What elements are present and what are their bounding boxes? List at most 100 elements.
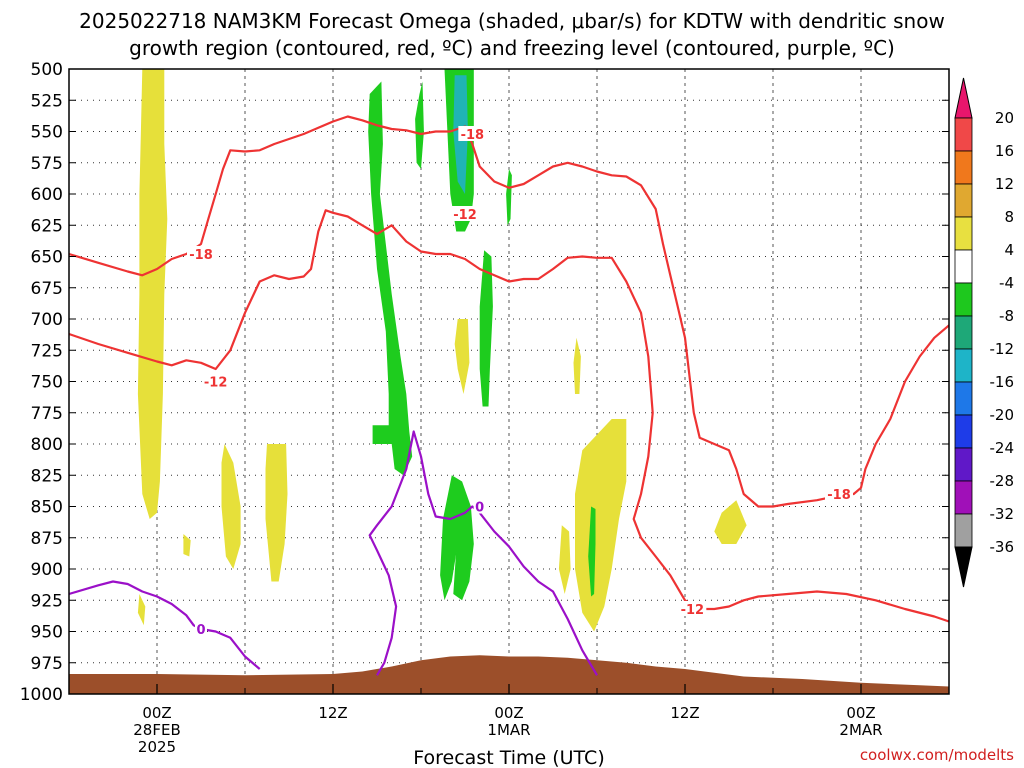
- y-tick-label: 875: [31, 529, 63, 549]
- freezing-contour-line: [368, 430, 598, 676]
- omega-region-pos-omega: [183, 534, 191, 557]
- y-tick-label: 725: [31, 341, 63, 361]
- y-tick-label: 775: [31, 404, 63, 424]
- chart-title: 2025022718 NAM3KM Forecast Omega (shaded…: [79, 9, 945, 60]
- colorbar-segment: [954, 117, 973, 152]
- y-axis: 500 525 550 575 600 625 650 675 700 725 750 775 800 8…: [20, 60, 949, 705]
- omega-shading: [137, 69, 747, 632]
- y-tick-label: 925: [31, 591, 63, 611]
- colorbar-label: 12: [995, 175, 1014, 193]
- colorbar-label: -16: [990, 373, 1015, 391]
- colorbar-label: 8: [1004, 208, 1014, 226]
- dgz-contour-label-bg: [458, 126, 487, 141]
- omega-region-pos-omega: [558, 525, 571, 594]
- x-tick-label: 2MAR: [839, 721, 882, 739]
- dgz-contour-label-bg: [201, 373, 230, 389]
- dgz-contour-label-bg: [187, 246, 215, 261]
- dgz-contour-label: -12: [453, 208, 477, 223]
- colorbar-label: 16: [995, 142, 1014, 160]
- colorbar-label: 4: [1004, 241, 1014, 259]
- dgz-contour-label-bg: [678, 601, 707, 616]
- y-tick-label: 950: [31, 623, 63, 643]
- colorbar-bottom-arrow: [954, 546, 973, 588]
- colorbar-label: -8: [999, 307, 1014, 325]
- colorbar-segment: [954, 513, 973, 548]
- terrain-fill: [69, 655, 949, 694]
- colorbar-segment: [954, 381, 973, 416]
- y-tick-label: 675: [31, 279, 63, 299]
- y-tick-label: 825: [31, 466, 63, 486]
- omega-region-neg-omega: [479, 250, 493, 407]
- y-tick-label: 900: [31, 560, 63, 580]
- freezing-contour-label: 0: [196, 623, 205, 638]
- colorbar-segment: [954, 447, 973, 482]
- y-tick-label: 975: [31, 654, 63, 674]
- y-tick-label: 750: [31, 373, 63, 393]
- freezing-contour-line: [69, 580, 261, 670]
- colorbar-label: -4: [999, 274, 1014, 292]
- y-tick-label: 625: [31, 216, 63, 236]
- x-tick-label: 12Z: [318, 704, 347, 722]
- colorbar-label: -20: [990, 406, 1015, 424]
- colorbar-label: 20: [995, 109, 1014, 127]
- y-tick-label: 850: [31, 498, 63, 518]
- x-axis-label: Forecast Time (UTC): [413, 747, 604, 768]
- x-tick-label: 1MAR: [487, 721, 530, 739]
- colorbar-segment: [954, 216, 973, 251]
- omega-region-neg-omega: [415, 81, 424, 169]
- y-tick-label: 800: [31, 435, 63, 455]
- colorbar-label: -32: [990, 505, 1015, 523]
- y-tick-label: 1000: [20, 685, 63, 705]
- x-tick-label: 2025: [138, 738, 176, 756]
- freezing-contour-label-bg: [195, 621, 207, 636]
- dgz-contour-label: -12: [204, 376, 228, 391]
- dgz-contour-label: -12: [681, 603, 705, 618]
- credit-text: coolwx.com/modelts: [860, 746, 1014, 764]
- colorbar-segment: [954, 183, 973, 218]
- freezing-contour-label-bg: [473, 498, 486, 514]
- omega-region-pos-omega: [714, 500, 747, 544]
- x-tick-label: 00Z: [142, 704, 171, 722]
- y-tick-label: 600: [31, 185, 63, 205]
- colorbar-segment: [954, 480, 973, 515]
- omega-region-pos-omega: [221, 444, 241, 569]
- omega-region-neg-omega: [440, 475, 471, 601]
- y-tick-label: 650: [31, 248, 63, 268]
- x-tick-label: 00Z: [494, 704, 523, 722]
- dgz-contour-label: -18: [189, 248, 213, 263]
- x-tick-label: 00Z: [846, 704, 875, 722]
- y-tick-label: 500: [31, 60, 63, 80]
- y-tick-label: 550: [31, 123, 63, 143]
- dgz-contour-label: -18: [827, 488, 851, 503]
- y-tick-label: 525: [31, 91, 63, 111]
- dgz-contour-label-bg: [451, 206, 479, 221]
- dgz-contour-line: [69, 115, 949, 508]
- colorbar-segment: [954, 315, 973, 350]
- omega-region-pos-omega: [573, 337, 581, 394]
- colorbar-segment: [954, 150, 973, 185]
- freezing-contour-label: 0: [475, 501, 484, 516]
- colorbar-label: -36: [990, 538, 1015, 556]
- colorbar-label: -28: [990, 472, 1015, 490]
- chart-title-line-2: growth region (contoured, red, ºC) and f…: [129, 36, 895, 60]
- dgz-contour-label: -18: [461, 128, 485, 143]
- colorbar-top-arrow: [954, 77, 973, 119]
- omega-region-neg-omega: [506, 169, 512, 226]
- y-tick-label: 700: [31, 310, 63, 330]
- chart-title-line-1: 2025022718 NAM3KM Forecast Omega (shaded…: [79, 9, 945, 33]
- omega-region-pos-omega: [265, 444, 288, 582]
- omega-region-neg-omega: [368, 81, 413, 476]
- colorbar-segment: [954, 414, 973, 449]
- omega-region-pos-omega: [454, 319, 470, 394]
- terrain: [69, 655, 949, 694]
- colorbar-segment: [954, 282, 973, 317]
- x-tick-label: 28FEB: [133, 721, 180, 739]
- omega-region-pos-omega: [137, 594, 146, 626]
- omega-region-pos-omega: [575, 419, 627, 632]
- colorbar-segment: [954, 249, 973, 284]
- colorbar-segment: [954, 348, 973, 383]
- dgz-contour-label-bg: [825, 486, 853, 501]
- contours: -18 -18 -18 -12 -12 -12 0 0: [69, 115, 949, 676]
